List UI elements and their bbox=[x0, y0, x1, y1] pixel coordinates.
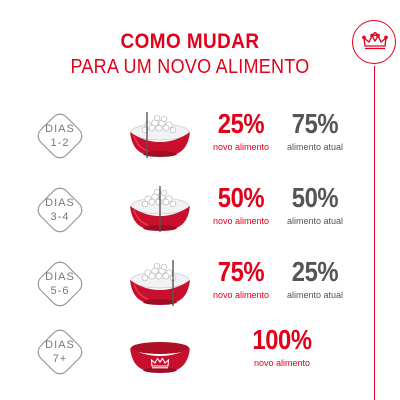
step-row-1: DIAS 1-2 25% novo alimento 75% alimento … bbox=[0, 102, 360, 172]
crown-icon bbox=[362, 32, 388, 50]
brand-logo bbox=[352, 20, 396, 64]
day-label: DIAS bbox=[45, 123, 75, 135]
current-food-label: alimento atual bbox=[286, 216, 344, 226]
step-row-2: DIAS 3-4 50% novo alimento 50% alimento … bbox=[0, 176, 360, 246]
day-label: DIAS bbox=[45, 197, 75, 209]
day-label: DIAS bbox=[45, 271, 75, 283]
new-food-percent: 50% bbox=[217, 182, 265, 213]
new-food-percent: 25% bbox=[217, 108, 265, 139]
day-range: 5-6 bbox=[50, 285, 70, 297]
food-bowl-icon bbox=[130, 186, 190, 232]
day-range: 3-4 bbox=[50, 211, 70, 223]
day-badge: DIAS 7+ bbox=[32, 324, 88, 380]
new-food-label: novo alimento bbox=[212, 142, 270, 152]
new-food-label: novo alimento bbox=[212, 216, 270, 226]
new-food-label: novo alimento bbox=[253, 358, 311, 368]
day-badge: DIAS 5-6 bbox=[32, 256, 88, 312]
new-food-percent: 100% bbox=[252, 324, 312, 355]
accent-divider-line bbox=[374, 66, 375, 400]
step-row-3: DIAS 5-6 75% novo alimento 25% alimento … bbox=[0, 250, 360, 320]
current-food-percent: 50% bbox=[291, 182, 339, 213]
current-food-label: alimento atual bbox=[286, 142, 344, 152]
day-badge: DIAS 1-2 bbox=[32, 108, 88, 164]
food-bowl-icon bbox=[130, 342, 190, 373]
food-bowl-icon bbox=[130, 260, 190, 306]
current-food-label: alimento atual bbox=[286, 290, 344, 300]
day-label: DIAS bbox=[45, 339, 75, 351]
day-badge: DIAS 3-4 bbox=[32, 182, 88, 238]
new-food-label: novo alimento bbox=[212, 290, 270, 300]
page-subtitle: PARA UM NOVO ALIMENTO bbox=[70, 56, 310, 78]
page-title: COMO MUDAR bbox=[120, 30, 260, 53]
crown-icon bbox=[150, 357, 170, 369]
step-row-4: DIAS 7+ 100% novo alimento bbox=[0, 318, 360, 388]
day-range: 7+ bbox=[52, 353, 68, 365]
new-food-percent: 75% bbox=[217, 256, 265, 287]
day-range: 1-2 bbox=[50, 137, 70, 149]
current-food-percent: 25% bbox=[291, 256, 339, 287]
food-bowl-icon bbox=[130, 112, 190, 158]
title-block: COMO MUDAR PARA UM NOVO ALIMENTO bbox=[40, 30, 340, 80]
current-food-percent: 75% bbox=[291, 108, 339, 139]
